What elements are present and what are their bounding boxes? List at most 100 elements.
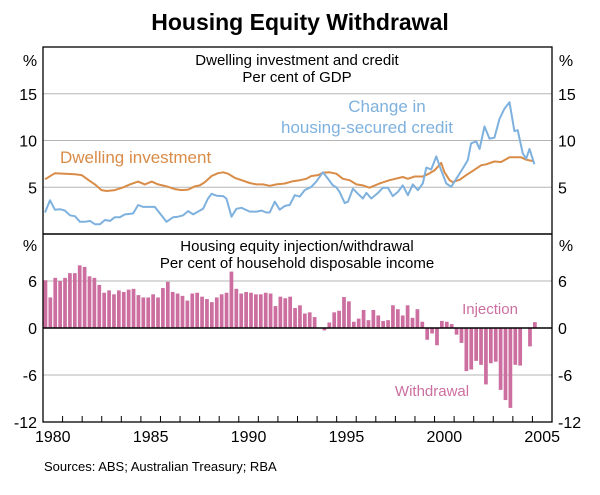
bar — [190, 294, 194, 328]
bar — [357, 319, 361, 328]
chart-title: Housing Equity Withdrawal — [151, 9, 449, 35]
x-tick-label: 1995 — [329, 429, 365, 446]
bar — [181, 296, 185, 328]
y-tick-label-right: 6 — [558, 274, 567, 291]
bar — [63, 278, 67, 328]
bar — [166, 282, 170, 328]
bar — [220, 294, 224, 328]
bar — [327, 323, 331, 328]
bar — [460, 328, 464, 343]
bar — [313, 317, 317, 328]
bar — [249, 293, 253, 328]
bar — [494, 328, 498, 362]
bar — [445, 322, 449, 328]
bar — [513, 328, 517, 365]
bar — [146, 297, 150, 328]
bar — [58, 281, 62, 328]
x-tick-label: 1980 — [35, 429, 71, 446]
bar — [440, 321, 444, 328]
dwelling-investment-label: Dwelling investment — [60, 148, 211, 167]
bar — [230, 272, 234, 328]
bar — [533, 322, 537, 328]
bar — [205, 299, 209, 328]
y-tick-label-right: 10 — [558, 134, 576, 151]
bar — [455, 328, 459, 335]
bar — [499, 328, 503, 390]
bar — [401, 315, 405, 328]
bar — [396, 309, 400, 328]
bar — [274, 306, 278, 328]
source-note: Sources: ABS; Australian Treasury; RBA — [44, 459, 277, 474]
y-unit-label-left: % — [23, 53, 37, 70]
credit-label-line1: Change in — [348, 97, 426, 116]
bar — [171, 292, 175, 328]
bar — [518, 328, 522, 366]
bar — [416, 309, 420, 328]
bar — [420, 322, 424, 328]
bar — [102, 293, 106, 328]
y-tick-label-right: 5 — [558, 180, 567, 197]
top-panel-title: Dwelling investment and credit — [195, 52, 399, 69]
bar — [386, 320, 390, 328]
bar — [332, 312, 336, 328]
bar — [44, 280, 48, 328]
bar — [342, 297, 346, 328]
bar — [484, 328, 488, 384]
y-tick-label-left: 10 — [19, 134, 37, 151]
bar — [479, 328, 483, 365]
y-unit-label-left: % — [23, 238, 37, 255]
bar — [283, 298, 287, 328]
bar — [293, 308, 297, 328]
bottom-panel-subtitle: Per cent of household disposable income — [160, 255, 434, 272]
bar — [303, 314, 307, 328]
credit-label-line2: housing-secured credit — [281, 118, 453, 137]
x-tick-label: 1990 — [231, 429, 267, 446]
bar — [68, 273, 72, 328]
bar — [411, 318, 415, 328]
bar — [464, 328, 468, 371]
bar — [161, 288, 165, 328]
bar — [308, 312, 312, 328]
y-tick-label-left: -12 — [14, 415, 37, 432]
bar — [337, 311, 341, 328]
bar — [489, 328, 493, 363]
y-tick-label-left: 6 — [28, 274, 37, 291]
y-tick-label-left: 15 — [19, 87, 37, 104]
bar — [298, 305, 302, 328]
bar — [122, 292, 126, 328]
bar — [474, 328, 478, 361]
bar — [88, 276, 92, 328]
bar — [269, 294, 273, 328]
bar — [83, 267, 87, 328]
bar — [195, 293, 199, 328]
bar — [78, 265, 82, 328]
bar — [239, 294, 243, 328]
top-panel-subtitle: Per cent of GDP — [242, 69, 351, 86]
y-tick-label-left: -6 — [23, 368, 37, 385]
bar — [127, 290, 131, 328]
bar — [425, 328, 429, 340]
bar — [264, 293, 268, 328]
y-tick-label-right: 15 — [558, 87, 576, 104]
chart: Housing Equity Withdrawal Dwelling inves… — [0, 0, 600, 495]
y-tick-label-right: -12 — [558, 415, 581, 432]
x-axis-labels: 198019851990199520002005 — [35, 429, 560, 446]
y-unit-label-right: % — [559, 238, 573, 255]
y-tick-label-left: 0 — [28, 321, 37, 338]
x-tick-label: 2005 — [524, 429, 560, 446]
bar — [504, 328, 508, 400]
bar — [528, 328, 532, 346]
bar — [430, 328, 434, 333]
bar — [151, 294, 155, 328]
bar — [132, 289, 136, 328]
bar — [372, 310, 376, 328]
bar — [352, 322, 356, 328]
bar — [254, 294, 258, 328]
bar — [112, 294, 116, 328]
bar — [244, 292, 248, 328]
y-tick-label-right: -6 — [558, 368, 572, 385]
bar — [406, 305, 410, 328]
bar — [435, 328, 439, 345]
bar — [391, 305, 395, 328]
bar — [156, 297, 160, 328]
